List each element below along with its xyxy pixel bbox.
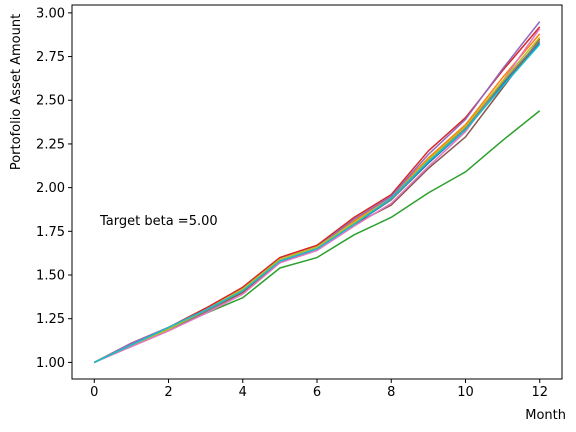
x-tick-label: 4 — [239, 385, 247, 400]
series-line-9 — [93, 36, 541, 364]
x-tick-label: 10 — [457, 385, 474, 400]
series-line-10 — [93, 43, 541, 364]
y-axis-label: Portofolio Asset Amount — [9, 14, 24, 170]
y-tick-label: 1.50 — [36, 269, 65, 284]
x-tick-label: 6 — [313, 385, 321, 400]
y-tick-label: 1.75 — [36, 225, 65, 240]
x-tick-label: 2 — [164, 385, 172, 400]
x-axis-label: Month — [525, 408, 566, 423]
x-tick-label: 12 — [531, 385, 548, 400]
y-tick-label: 2.50 — [36, 94, 65, 109]
y-tick-label: 1.25 — [36, 312, 65, 327]
y-tick-label: 2.00 — [36, 181, 65, 196]
annotation-text: Target beta =5.00 — [99, 214, 218, 229]
series-layer — [93, 21, 541, 364]
x-tick-label: 0 — [90, 385, 98, 400]
y-tick-label: 3.00 — [36, 6, 65, 21]
y-tick-label: 2.75 — [36, 50, 65, 65]
y-tick-label: 2.25 — [36, 137, 65, 152]
series-line-7 — [93, 28, 541, 364]
x-tick-label: 8 — [387, 385, 395, 400]
ticks-layer: 0 2 4 6 8 10 12 1.00 1.25 1.50 1.75 2.00 2.25 2.50 2.7… — [36, 6, 548, 400]
y-tick-label: 1.00 — [36, 356, 65, 371]
